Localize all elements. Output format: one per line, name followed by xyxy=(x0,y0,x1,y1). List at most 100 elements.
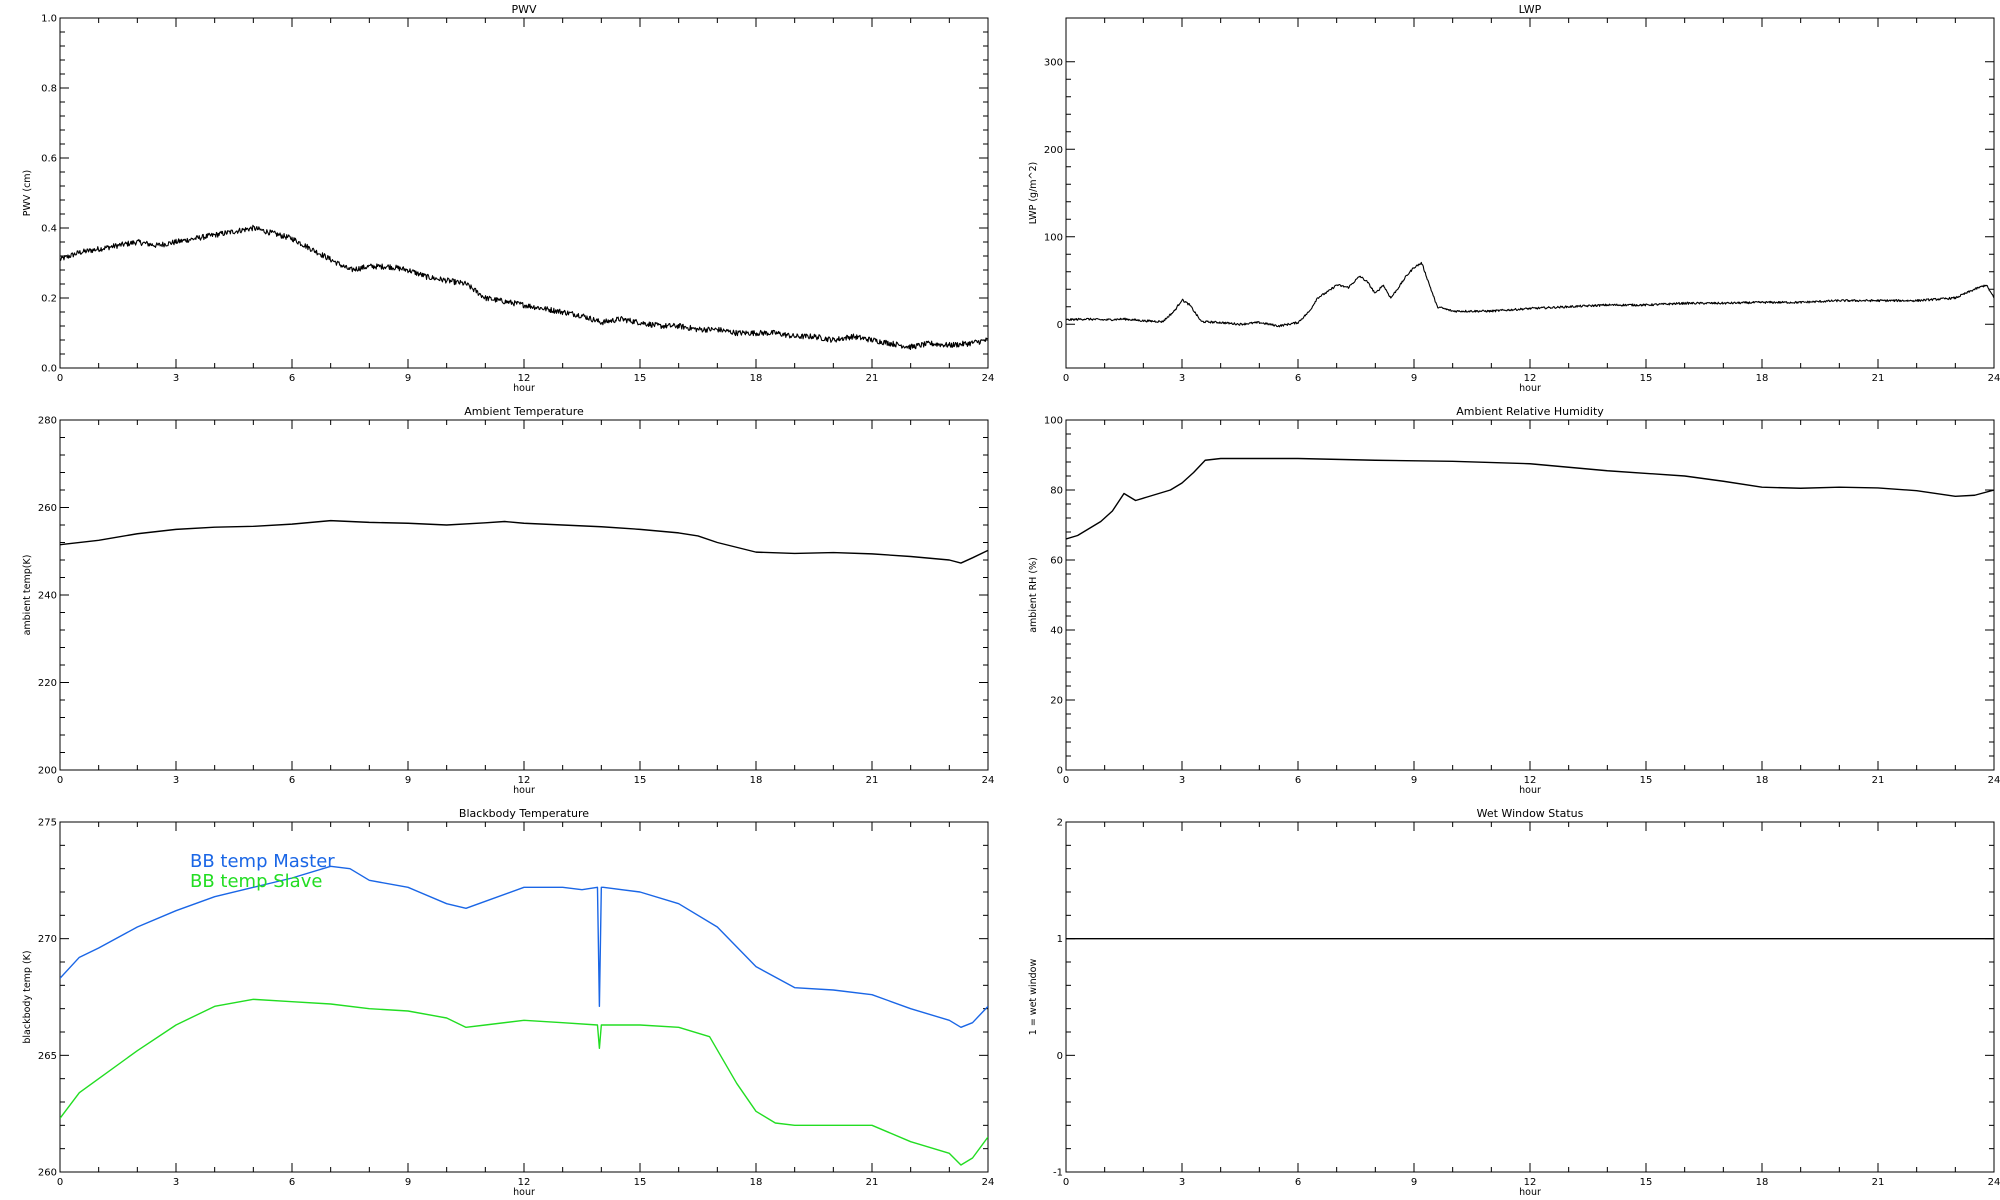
chart-title: Ambient Temperature xyxy=(464,405,584,418)
chart-title: Blackbody Temperature xyxy=(459,807,589,820)
x-tick-label: 0 xyxy=(57,775,63,786)
x-tick-label: 18 xyxy=(1756,373,1769,384)
x-tick-label: 24 xyxy=(1988,373,2000,384)
x-tick-label: 15 xyxy=(634,373,647,384)
x-tick-label: 18 xyxy=(1756,1177,1769,1188)
x-tick-label: 3 xyxy=(1179,775,1185,786)
x-axis-label: hour xyxy=(513,1187,535,1198)
x-tick-label: 0 xyxy=(1063,775,1069,786)
plot-frame xyxy=(1065,419,1995,771)
y-tick-label: 275 xyxy=(38,818,57,829)
y-tick-label: 270 xyxy=(38,934,57,945)
x-tick-label: 6 xyxy=(289,775,295,786)
y-tick-label: 0.6 xyxy=(41,154,57,165)
x-tick-label: 21 xyxy=(1872,373,1885,384)
y-tick-label: 0.0 xyxy=(41,364,57,375)
y-tick-label: 20 xyxy=(1050,696,1063,707)
x-tick-label: 24 xyxy=(1988,1177,2000,1188)
y-tick-label: 0 xyxy=(1057,1051,1063,1062)
x-axis-label: hour xyxy=(513,785,535,796)
y-tick-label: 260 xyxy=(38,503,57,514)
x-tick-label: 21 xyxy=(866,1177,879,1188)
panel-ambient-temp: Ambient Temperature 0 3 6 9 12 15 18 21 24 200 220 2… xyxy=(22,405,994,796)
x-tick-label: 0 xyxy=(57,1177,63,1188)
series-line-blackbody-temp-0 xyxy=(60,865,988,1029)
x-axis-label: hour xyxy=(1519,383,1541,394)
y-tick-label: 220 xyxy=(38,678,57,689)
x-tick-label: 9 xyxy=(1411,775,1417,786)
series-line-pwv-0 xyxy=(60,224,988,351)
x-tick-label: 6 xyxy=(1295,1177,1301,1188)
y-tick-label: 80 xyxy=(1050,486,1063,497)
x-tick-label: 9 xyxy=(405,373,411,384)
y-tick-label: 1 xyxy=(1057,934,1063,945)
x-axis-label: hour xyxy=(1519,1187,1541,1198)
y-tick-label: 0.4 xyxy=(41,224,57,235)
y-tick-label: 40 xyxy=(1050,626,1063,637)
y-tick-label: 265 xyxy=(38,1051,57,1062)
y-tick-label: 200 xyxy=(38,766,57,777)
x-tick-label: 18 xyxy=(750,1177,763,1188)
x-tick-label: 21 xyxy=(866,775,879,786)
x-tick-label: 3 xyxy=(173,373,179,384)
y-tick-label: 100 xyxy=(1044,416,1063,427)
legend-entry: BB temp Slave xyxy=(190,871,322,892)
plot-frame xyxy=(1065,821,1995,1173)
x-tick-label: 6 xyxy=(289,373,295,384)
x-tick-label: 21 xyxy=(1872,1177,1885,1188)
y-tick-label: 0.8 xyxy=(41,84,57,95)
y-tick-label: 240 xyxy=(38,591,57,602)
x-tick-label: 18 xyxy=(1756,775,1769,786)
panel-pwv: PWV 0 3 6 9 12 15 18 21 24 0.0 0.2 0.4 0.6 0.8 1.0 hour P… xyxy=(22,3,994,394)
chart-title: LWP xyxy=(1519,3,1542,16)
x-tick-label: 12 xyxy=(518,1177,531,1188)
y-tick-label: 1.0 xyxy=(41,14,57,25)
x-tick-label: 0 xyxy=(57,373,63,384)
x-tick-label: 0 xyxy=(1063,1177,1069,1188)
x-tick-label: 12 xyxy=(1524,373,1537,384)
y-axis-label: blackbody temp (K) xyxy=(22,950,33,1043)
chart-title: Ambient Relative Humidity xyxy=(1456,405,1604,418)
y-axis-label: PWV (cm) xyxy=(22,170,33,217)
x-axis-label: hour xyxy=(1519,785,1541,796)
chart-title: PWV xyxy=(511,3,537,16)
x-tick-label: 0 xyxy=(1063,373,1069,384)
series-line-ambient-temp-0 xyxy=(60,519,988,564)
y-tick-label: 300 xyxy=(1044,57,1063,68)
x-tick-label: 6 xyxy=(1295,775,1301,786)
x-tick-label: 3 xyxy=(173,775,179,786)
x-tick-label: 21 xyxy=(1872,775,1885,786)
x-tick-label: 6 xyxy=(1295,373,1301,384)
y-tick-label: 260 xyxy=(38,1168,57,1179)
chart-title: Wet Window Status xyxy=(1477,807,1584,820)
x-tick-label: 24 xyxy=(982,373,995,384)
plot-frame xyxy=(59,419,989,771)
panel-blackbody-temp: Blackbody Temperature 0 3 6 9 12 15 18 21 24 260 26… xyxy=(22,807,994,1198)
y-tick-label: 2 xyxy=(1057,818,1063,829)
x-tick-label: 15 xyxy=(1640,775,1653,786)
plot-frame xyxy=(1065,17,1995,369)
x-tick-label: 24 xyxy=(982,775,995,786)
x-tick-label: 15 xyxy=(1640,1177,1653,1188)
y-axis-label: 1 = wet window xyxy=(1028,959,1039,1036)
x-tick-label: 9 xyxy=(1411,1177,1417,1188)
x-tick-label: 15 xyxy=(1640,373,1653,384)
x-tick-label: 9 xyxy=(405,775,411,786)
series-line-blackbody-temp-1 xyxy=(60,998,988,1166)
y-tick-label: 0 xyxy=(1057,766,1063,777)
series-line-lwp-0 xyxy=(1066,261,1994,328)
y-axis-label: LWP (g/m^2) xyxy=(1028,162,1039,224)
y-tick-label: 200 xyxy=(1044,145,1063,156)
x-tick-label: 18 xyxy=(750,373,763,384)
x-tick-label: 3 xyxy=(173,1177,179,1188)
y-tick-label: 0.2 xyxy=(41,294,57,305)
x-tick-label: 12 xyxy=(518,373,531,384)
x-tick-label: 15 xyxy=(634,775,647,786)
x-tick-label: 3 xyxy=(1179,1177,1185,1188)
y-tick-label: 100 xyxy=(1044,232,1063,243)
x-tick-label: 12 xyxy=(1524,1177,1537,1188)
x-tick-label: 12 xyxy=(518,775,531,786)
x-tick-label: 15 xyxy=(634,1177,647,1188)
